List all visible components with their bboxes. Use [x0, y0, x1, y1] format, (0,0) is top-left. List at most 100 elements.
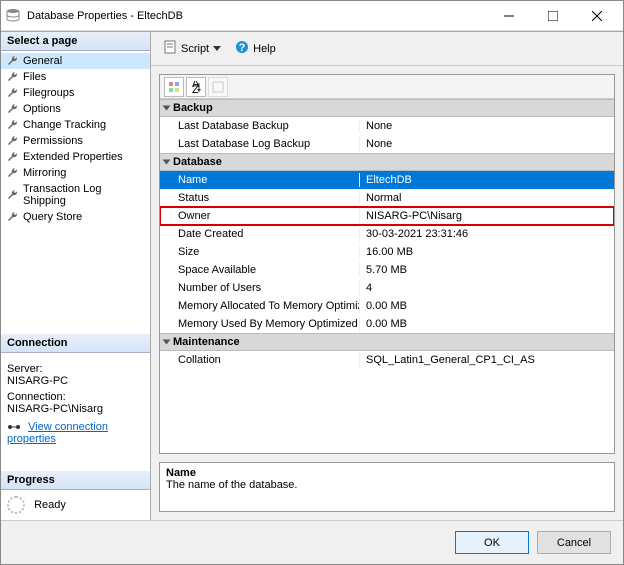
property-value: None: [360, 137, 614, 151]
close-button[interactable]: [575, 2, 619, 30]
alphabetical-button[interactable]: AZ: [186, 77, 206, 97]
page-label: Filegroups: [23, 87, 74, 99]
script-button[interactable]: Script: [159, 38, 225, 59]
wrench-icon: [7, 211, 19, 223]
category-label: Database: [173, 156, 222, 168]
wrench-icon: [7, 119, 19, 131]
page-label: Transaction Log Shipping: [23, 183, 144, 207]
page-item-mirroring[interactable]: Mirroring: [1, 165, 150, 181]
server-label: Server:: [7, 363, 144, 375]
help-button[interactable]: ? Help: [231, 38, 280, 59]
grid-toolbar: AZ: [160, 75, 614, 99]
page-item-extended-properties[interactable]: Extended Properties: [1, 149, 150, 165]
property-grid: AZ BackupLast Database BackupNoneLast Da…: [159, 74, 615, 454]
property-value: Normal: [360, 191, 614, 205]
select-page-header: Select a page: [1, 32, 150, 51]
property-row[interactable]: Memory Allocated To Memory Optimized Obj…: [160, 297, 614, 315]
progress-header: Progress: [1, 471, 150, 490]
property-row[interactable]: Size16.00 MB: [160, 243, 614, 261]
page-label: Options: [23, 103, 61, 115]
page-label: Files: [23, 71, 46, 83]
category-label: Backup: [173, 102, 213, 114]
property-value: 16.00 MB: [360, 245, 614, 259]
page-label: Mirroring: [23, 167, 66, 179]
chevron-down-icon: [213, 46, 221, 51]
view-connection-link[interactable]: View connection properties: [7, 421, 108, 445]
property-key: Memory Used By Memory Optimized Objects: [160, 317, 360, 331]
property-key: Last Database Backup: [160, 119, 360, 133]
property-row[interactable]: Last Database BackupNone: [160, 117, 614, 135]
page-item-query-store[interactable]: Query Store: [1, 209, 150, 225]
property-row[interactable]: Space Available5.70 MB: [160, 261, 614, 279]
ok-button[interactable]: OK: [455, 531, 529, 554]
maximize-button[interactable]: [531, 2, 575, 30]
property-value: 4: [360, 281, 614, 295]
wrench-icon: [7, 87, 19, 99]
minimize-button[interactable]: [487, 2, 531, 30]
collapse-icon: [163, 160, 171, 165]
property-row[interactable]: Last Database Log BackupNone: [160, 135, 614, 153]
page-item-transaction-log-shipping[interactable]: Transaction Log Shipping: [1, 181, 150, 209]
page-label: Query Store: [23, 211, 82, 223]
wrench-icon: [7, 55, 19, 67]
page-item-permissions[interactable]: Permissions: [1, 133, 150, 149]
progress-status: Ready: [34, 499, 66, 511]
connection-label: Connection:: [7, 391, 144, 403]
property-value: None: [360, 119, 614, 133]
description-text: The name of the database.: [166, 479, 608, 491]
property-key: Last Database Log Backup: [160, 137, 360, 151]
page-label: Change Tracking: [23, 119, 106, 131]
page-item-filegroups[interactable]: Filegroups: [1, 85, 150, 101]
property-key: Owner: [160, 209, 360, 223]
property-value: NISARG-PC\Nisarg: [360, 209, 614, 223]
help-icon: ?: [235, 40, 249, 57]
page-label: General: [23, 55, 62, 67]
titlebar: Database Properties - EltechDB: [1, 1, 623, 31]
property-row[interactable]: CollationSQL_Latin1_General_CP1_CI_AS: [160, 351, 614, 369]
page-label: Extended Properties: [23, 151, 123, 163]
category-maintenance[interactable]: Maintenance: [160, 333, 614, 351]
property-row[interactable]: NameEltechDB: [160, 171, 614, 189]
property-value: 30-03-2021 23:31:46: [360, 227, 614, 241]
wrench-icon: [7, 151, 19, 163]
help-label: Help: [253, 43, 276, 55]
property-row[interactable]: Number of Users4: [160, 279, 614, 297]
property-key: Memory Allocated To Memory Optimized Obj: [160, 299, 360, 313]
connection-panel: Server: NISARG-PC Connection: NISARG-PC\…: [1, 353, 150, 472]
property-row[interactable]: OwnerNISARG-PC\Nisarg: [160, 207, 614, 225]
description-panel: Name The name of the database.: [159, 462, 615, 512]
page-item-options[interactable]: Options: [1, 101, 150, 117]
property-key: Number of Users: [160, 281, 360, 295]
property-key: Collation: [160, 353, 360, 367]
wrench-icon: [7, 167, 19, 179]
left-panel: Select a page General Files Filegroups Opti…: [1, 32, 151, 520]
page-item-change-tracking[interactable]: Change Tracking: [1, 117, 150, 133]
description-title: Name: [166, 467, 608, 479]
cancel-button[interactable]: Cancel: [537, 531, 611, 554]
script-icon: [163, 40, 177, 57]
page-item-general[interactable]: General: [1, 53, 150, 69]
property-value: SQL_Latin1_General_CP1_CI_AS: [360, 353, 614, 367]
category-backup[interactable]: Backup: [160, 99, 614, 117]
category-database[interactable]: Database: [160, 153, 614, 171]
property-row[interactable]: StatusNormal: [160, 189, 614, 207]
property-value: EltechDB: [360, 173, 614, 187]
collapse-icon: [163, 340, 171, 345]
property-row[interactable]: Date Created30-03-2021 23:31:46: [160, 225, 614, 243]
page-item-files[interactable]: Files: [1, 69, 150, 85]
property-value: 0.00 MB: [360, 317, 614, 331]
wrench-icon: [7, 189, 19, 201]
wrench-icon: [7, 135, 19, 147]
property-row[interactable]: Memory Used By Memory Optimized Objects0…: [160, 315, 614, 333]
category-label: Maintenance: [173, 336, 240, 348]
right-panel: Script ? Help AZ Backup Last Database Bac…: [151, 32, 623, 520]
progress-spinner-icon: [7, 496, 25, 514]
database-icon: [5, 8, 21, 24]
page-label: Permissions: [23, 135, 83, 147]
page-list: General Files Filegroups Options Change Trac…: [1, 51, 150, 227]
categorized-button[interactable]: [164, 77, 184, 97]
progress-panel: Ready: [1, 490, 150, 520]
dialog-window: Database Properties - EltechDB Select a …: [0, 0, 624, 565]
toolbar: Script ? Help: [151, 32, 623, 66]
property-key: Space Available: [160, 263, 360, 277]
